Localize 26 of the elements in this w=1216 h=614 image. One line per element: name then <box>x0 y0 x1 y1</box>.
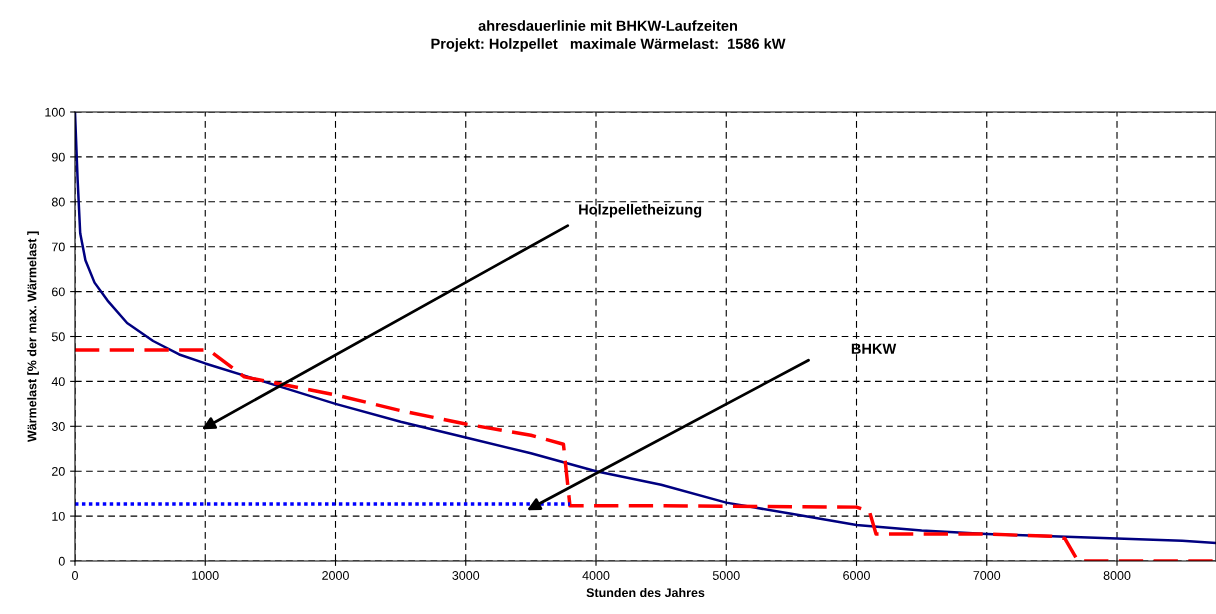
chart-title: ahresdauerlinie mit BHKW-Laufzeiten <box>478 20 738 31</box>
x-tick-label: 7000 <box>973 571 1001 580</box>
y-tick-label: 100 <box>45 107 65 117</box>
annotation: Holzpelletheizung <box>579 203 702 218</box>
y-tick-label: 20 <box>52 467 65 476</box>
x-tick-label: 3000 <box>452 571 480 580</box>
y-tick-label: 80 <box>51 197 65 207</box>
x-axis-title: Stunden des Jahres <box>586 587 705 598</box>
y-tick-label: 70 <box>52 242 65 252</box>
y-tick-label: 10 <box>52 511 65 521</box>
x-tick-label: 0 <box>72 571 78 580</box>
y-tick-label: 40 <box>51 377 65 387</box>
x-tick-label: 1000 <box>192 571 219 580</box>
x-tick-label: 6000 <box>843 571 870 580</box>
y-tick-label: 0 <box>58 556 65 566</box>
chart-subtitle: Projekt: Holzpellet maximale Wärmelast: 1586 kW <box>431 38 786 52</box>
x-tick-label: 2000 <box>322 571 349 580</box>
y-tick-label: 50 <box>51 332 65 342</box>
y-tick-label: 90 <box>51 152 65 162</box>
annotation: BHKW <box>851 343 897 354</box>
y-axis-title: Wärmelast [% der max. Wärmelast ] <box>27 231 39 443</box>
x-tick-label: 4000 <box>582 571 610 580</box>
y-tick-label: 30 <box>51 422 65 431</box>
x-tick-label: 8000 <box>1103 571 1131 580</box>
y-tick-label: 60 <box>52 287 65 297</box>
x-tick-label: 5000 <box>712 571 740 580</box>
